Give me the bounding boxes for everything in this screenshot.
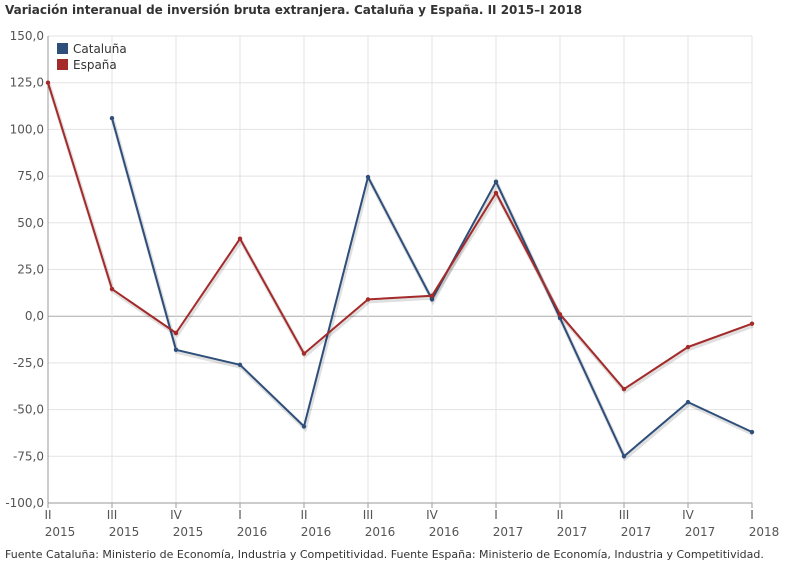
x-tick-quarter: IV <box>426 508 439 522</box>
data-point <box>429 293 435 298</box>
data-point <box>365 297 371 302</box>
legend-label: Cataluña <box>73 42 127 56</box>
legend-label: España <box>73 58 117 72</box>
data-point <box>749 429 755 435</box>
data-point <box>685 399 691 405</box>
x-tick-quarter: I <box>238 508 242 522</box>
data-point <box>429 297 435 302</box>
legend-swatch <box>57 43 68 54</box>
series-line-shadow <box>47 84 754 394</box>
data-point <box>173 330 179 336</box>
data-point <box>237 362 243 367</box>
x-tick-quarter: III <box>619 508 630 522</box>
x-tick-year: 2018 <box>749 525 780 539</box>
x-tick-quarter: II <box>556 508 563 522</box>
y-tick-label: 0,0 <box>25 309 44 323</box>
y-tick-label: 25,0 <box>17 263 44 277</box>
data-point <box>173 347 179 353</box>
x-tick-year: 2016 <box>301 525 332 539</box>
series-line-shadow <box>111 119 754 462</box>
x-tick-year: 2016 <box>237 525 268 539</box>
y-tick-label: -100,0 <box>5 496 44 510</box>
x-tick-year: 2015 <box>173 525 204 539</box>
data-point <box>621 386 627 392</box>
data-point <box>301 351 307 356</box>
y-tick-label: 50,0 <box>17 216 44 230</box>
data-point <box>493 179 499 184</box>
data-point <box>685 344 691 350</box>
data-point <box>109 286 115 292</box>
x-tick-year: 2016 <box>365 525 396 539</box>
x-tick-year: 2015 <box>109 525 140 539</box>
y-tick-label: 150,0 <box>10 29 44 43</box>
x-tick-quarter: II <box>44 508 51 522</box>
x-tick-year: 2017 <box>621 525 652 539</box>
y-tick-label: 100,0 <box>10 122 44 136</box>
source-note: Fuente Cataluña: Ministerio de Economía,… <box>5 548 764 561</box>
data-point <box>557 312 563 317</box>
x-tick-quarter: II <box>300 508 307 522</box>
data-point <box>621 454 627 459</box>
x-tick-quarter: IV <box>682 508 695 522</box>
x-tick-year: 2017 <box>557 525 588 539</box>
x-tick-quarter: III <box>107 508 118 522</box>
x-tick-year: 2015 <box>45 525 76 539</box>
legend-swatch <box>57 59 68 70</box>
data-point <box>749 321 755 326</box>
y-tick-label: 75,0 <box>17 169 44 183</box>
data-point <box>365 174 371 180</box>
x-tick-year: 2017 <box>685 525 716 539</box>
x-tick-quarter: I <box>750 508 754 522</box>
data-point <box>237 236 243 241</box>
series-line-España <box>47 82 753 391</box>
y-tick-label: -50,0 <box>13 403 44 417</box>
x-tick-year: 2017 <box>493 525 524 539</box>
y-tick-label: 125,0 <box>10 76 44 90</box>
x-tick-year: 2016 <box>429 525 460 539</box>
data-point <box>45 80 51 85</box>
x-tick-quarter: IV <box>170 508 183 522</box>
data-point <box>493 190 499 196</box>
chart-title: Variación interanual de inversión bruta … <box>5 3 583 17</box>
x-tick-quarter: III <box>363 508 374 522</box>
x-tick-quarter: I <box>494 508 498 522</box>
y-tick-label: -75,0 <box>13 449 44 463</box>
data-point <box>301 424 307 429</box>
data-point <box>109 115 115 121</box>
y-tick-label: -25,0 <box>13 356 44 370</box>
